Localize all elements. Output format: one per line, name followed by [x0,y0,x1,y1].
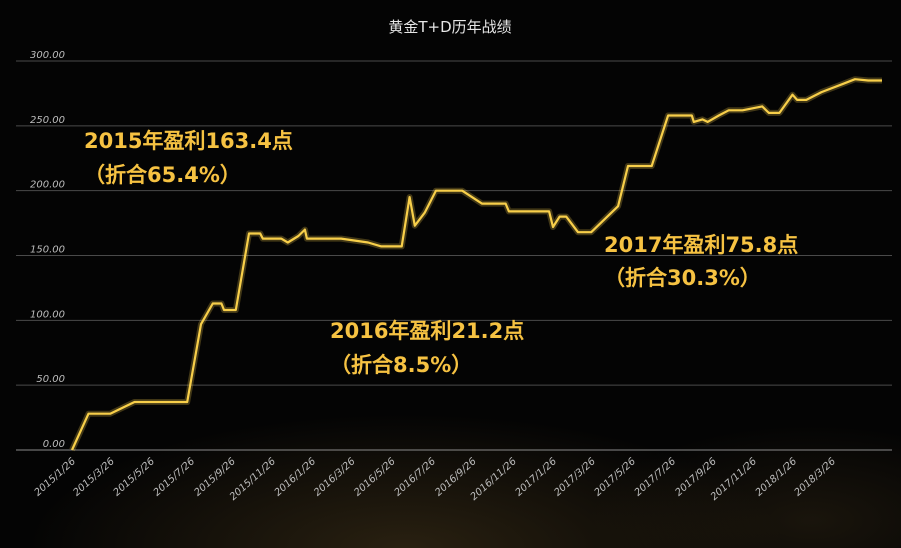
annotation-2016-line1: 2016年盈利21.2点 [330,319,524,343]
x-tick-label: 2016/1/26 [273,456,318,498]
annotation-2017-line1: 2017年盈利75.8点 [604,233,798,257]
x-tick-label: 2017/5/26 [592,456,637,498]
series-line [70,78,882,451]
annotation-2015: 2015年盈利163.4点 （折合65.4%） [84,129,293,187]
y-tick-label: 50.00 [36,374,65,385]
x-tick-label: 2015/1/26 [33,456,78,498]
y-tick-label: 0.00 [43,439,65,450]
chart-title: 黄金T+D历年战绩 [388,18,511,36]
x-tick-label: 2016/7/26 [392,456,437,498]
annotation-2016: 2016年盈利21.2点 （折合8.5%） [330,319,524,377]
annotation-2015-line1: 2015年盈利163.4点 [84,129,293,153]
x-tick-label: 2018/3/26 [793,456,838,498]
x-tick-label: 2015/5/26 [111,456,156,498]
annotation-2017: 2017年盈利75.8点 （折合30.3%） [604,233,798,290]
y-tick-label: 100.00 [30,309,65,320]
annotation-2016-line2: （折合8.5%） [330,353,472,377]
x-tick-label: 2017/3/26 [552,456,597,498]
x-tick-label: 2015/3/26 [71,456,116,498]
y-tick-label: 150.00 [30,245,65,256]
x-tick-label: 2018/1/26 [754,456,799,498]
y-tick-label: 250.00 [30,115,65,126]
x-tick-label: 2016/3/26 [312,456,357,498]
x-tick-label: 2017/1/26 [514,456,559,498]
x-tick-label: 2017/7/26 [633,456,678,498]
annotation-2017-line2: （折合30.3%） [604,266,761,290]
series-layer [69,76,882,452]
x-tick-label: 2015/7/26 [152,456,197,498]
y-tick-label: 300.00 [30,50,65,61]
y-tick-label: 200.00 [30,180,65,191]
x-tick-label: 2016/5/26 [352,456,397,498]
annotation-2015-line2: （折合65.4%） [84,163,241,187]
